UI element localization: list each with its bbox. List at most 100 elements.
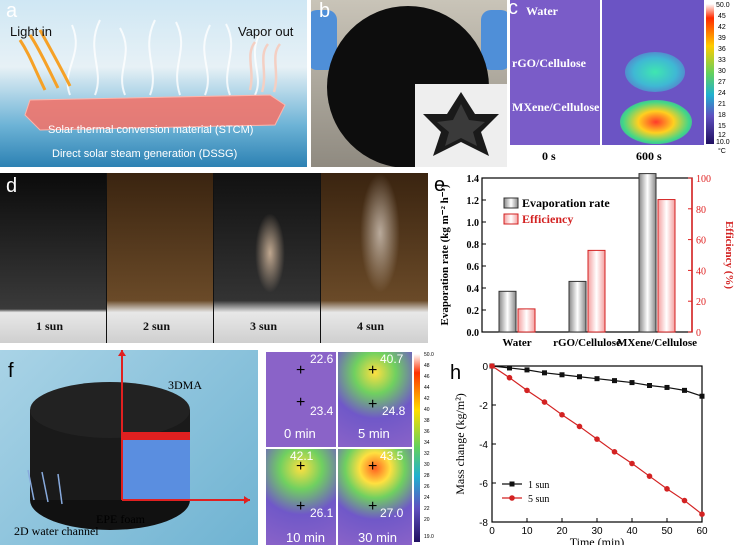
e-y2tick-label: 40 bbox=[696, 266, 706, 277]
e-ytick-label: 0.4 bbox=[467, 284, 480, 295]
h-point bbox=[559, 411, 565, 418]
h-point bbox=[629, 380, 635, 386]
g-scale-13: 24 bbox=[424, 495, 430, 501]
panel-a-label: a bbox=[6, 0, 18, 22]
scale-21: 21 bbox=[718, 101, 726, 108]
g-scale-0: 50.0 bbox=[424, 352, 434, 358]
right-glove bbox=[481, 10, 507, 70]
h-ytick-label: -2 bbox=[479, 401, 488, 412]
h-point bbox=[699, 393, 705, 399]
h-point bbox=[682, 387, 687, 393]
g-scale-15: 20 bbox=[424, 517, 430, 523]
h-xtick-label: 10 bbox=[521, 526, 533, 537]
scale-42: 42 bbox=[718, 24, 726, 31]
panel-a: a Light in Vapor out Solar thermal conve… bbox=[0, 0, 307, 167]
color-scale-bar bbox=[706, 4, 714, 144]
col-label-600s: 600 s bbox=[636, 149, 662, 163]
h-xtick-label: 20 bbox=[556, 526, 568, 537]
scale-24: 24 bbox=[718, 90, 726, 97]
label-epe-foam: EPE foam bbox=[96, 512, 145, 526]
h-point bbox=[664, 486, 670, 492]
scale-36: 36 bbox=[718, 46, 726, 53]
panel-g: 22.6 23.4 0 min 40.7 24.8 5 min 42.1 26.… bbox=[266, 352, 432, 545]
h-point bbox=[647, 383, 652, 388]
thermal-col-0s bbox=[510, 0, 600, 145]
vapor-out-label: Vapor out bbox=[238, 24, 294, 39]
g-10min-time: 10 min bbox=[286, 530, 326, 545]
scale-12: 12 bbox=[718, 132, 726, 139]
h-xtick-label: 40 bbox=[626, 526, 638, 537]
h-point bbox=[507, 365, 512, 371]
h-ytick-label: -8 bbox=[479, 518, 488, 529]
e-y2tick-label: 80 bbox=[696, 205, 706, 216]
e-category-label: Water bbox=[502, 337, 531, 349]
e-y2tick-label: 100 bbox=[696, 174, 711, 185]
e-y2tick-label: 0 bbox=[696, 328, 701, 339]
sample-2sun bbox=[107, 173, 213, 343]
e-legend-swatch-evap bbox=[503, 197, 519, 209]
e-legend-label-eff: Efficiency bbox=[522, 212, 573, 226]
h-plot-frame bbox=[491, 365, 703, 523]
g-cross-30a: + bbox=[368, 458, 378, 475]
scale-45: 45 bbox=[718, 13, 726, 20]
panel-d-label: d bbox=[6, 175, 18, 197]
g-scale-10: 30 bbox=[424, 462, 430, 468]
vapor-plume-4sun bbox=[360, 173, 400, 293]
g-0min-bottom: 23.4 bbox=[310, 404, 334, 418]
g-scale-16: 19.0 bbox=[424, 534, 434, 540]
g-cross-0a: + bbox=[296, 362, 306, 379]
thermal-cell-30min bbox=[338, 449, 412, 545]
g-scale-11: 28 bbox=[424, 473, 430, 479]
e-y2label: Efficiency (%) bbox=[723, 221, 735, 289]
row-label-mxene: MXene/Cellulose bbox=[512, 100, 600, 114]
scale-33: 33 bbox=[718, 57, 726, 64]
h-legend-marker bbox=[509, 495, 515, 501]
scale-30: 30 bbox=[718, 68, 726, 75]
col-label-0s: 0 s bbox=[542, 149, 556, 163]
g-scale-4: 42 bbox=[424, 396, 430, 402]
g-30min-bottom: 27.0 bbox=[380, 506, 404, 520]
panel-h-label: h bbox=[450, 362, 462, 384]
sample-1sun bbox=[0, 173, 106, 343]
panel-f-illustration bbox=[27, 350, 250, 530]
g-cross-30b: + bbox=[368, 498, 378, 515]
e-legend-label-evap: Evaporation rate bbox=[522, 196, 610, 210]
panel-e: 0.0 0.2 0.4 0.6 0.8 1.0 1.2 1.4 0 20 40 60 80 100 Wate… bbox=[430, 170, 736, 350]
scale-min: 10.0 bbox=[716, 139, 730, 146]
h-point bbox=[506, 374, 513, 381]
chart-e: 0.0 0.2 0.4 0.6 0.8 1.0 1.2 1.4 0 20 40 60 80 100 Wate… bbox=[439, 173, 735, 349]
g-cross-10a: + bbox=[296, 458, 306, 475]
e-bar-eff bbox=[587, 249, 606, 333]
h-point bbox=[629, 460, 635, 467]
e-ytick-label: 1.0 bbox=[467, 218, 480, 229]
e-bar-evap bbox=[498, 290, 517, 333]
h-xtick-label: 60 bbox=[696, 526, 708, 537]
dssg-label: Direct solar steam generation (DSSG) bbox=[52, 148, 238, 160]
g-scale-7: 36 bbox=[424, 429, 430, 435]
e-bar-evap bbox=[568, 280, 587, 333]
h-ylabel: Mass change (kg/m²) bbox=[453, 393, 467, 495]
label-2d-water-channel: 2D water channel bbox=[14, 524, 99, 538]
scale-15: 15 bbox=[718, 123, 726, 130]
scale-18: 18 bbox=[718, 112, 726, 119]
g-30min-time: 30 min bbox=[358, 530, 398, 545]
g-5min-bottom: 24.8 bbox=[382, 404, 406, 418]
thermal-cell-0min bbox=[266, 352, 336, 447]
g-scale-1: 48 bbox=[424, 363, 430, 369]
h-legend-label: 5 sun bbox=[528, 494, 549, 505]
e-bar-eff bbox=[657, 199, 676, 333]
panel-a-illustration bbox=[18, 19, 286, 131]
e-ytick-label: 1.2 bbox=[467, 196, 480, 207]
g-scale-3: 44 bbox=[424, 385, 430, 391]
g-0min-top: 22.6 bbox=[310, 352, 334, 366]
row-label-water: Water bbox=[526, 4, 558, 18]
h-point bbox=[576, 423, 583, 430]
panel-f: f 3DMA EPE foam 2D water channel bbox=[0, 350, 258, 545]
h-ytick-label: -4 bbox=[479, 440, 488, 451]
e-y2tick-label: 60 bbox=[696, 236, 706, 247]
stcm-label: Solar thermal conversion material (STCM) bbox=[48, 124, 254, 136]
panel-b-label: b bbox=[319, 0, 331, 22]
chart-h: 0 10 20 30 40 50 60 0 -2 -4 -6 -8 1 sun 5 sun Time (mi… bbox=[453, 362, 708, 545]
row-label-rgo: rGO/Cellulose bbox=[512, 56, 586, 70]
h-xlabel: Time (min) bbox=[570, 535, 625, 545]
